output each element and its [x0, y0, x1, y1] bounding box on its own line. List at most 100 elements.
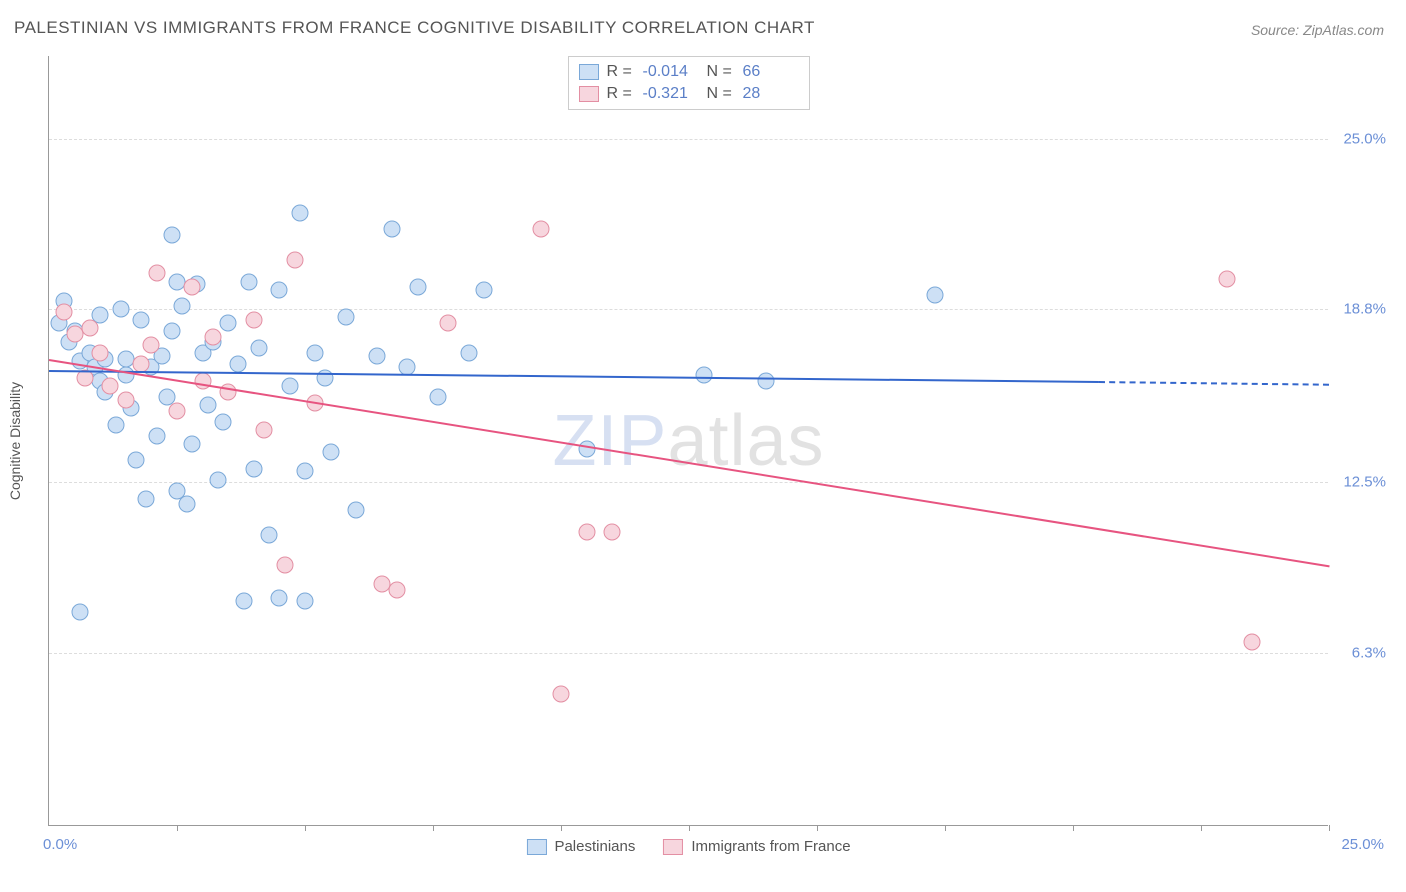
data-point — [81, 320, 98, 337]
watermark: ZIPatlas — [552, 400, 824, 482]
legend-item-2: Immigrants from France — [663, 838, 850, 855]
data-point — [128, 452, 145, 469]
data-point — [174, 298, 191, 315]
legend-n-value-2: 28 — [743, 85, 799, 103]
data-point — [117, 391, 134, 408]
data-point — [276, 556, 293, 573]
data-point — [322, 444, 339, 461]
data-point — [271, 589, 288, 606]
data-point — [138, 490, 155, 507]
legend-n-label: N = — [707, 85, 735, 103]
gridline — [49, 482, 1328, 483]
legend-series: Palestinians Immigrants from France — [526, 838, 850, 855]
x-tick — [689, 825, 690, 831]
data-point — [220, 383, 237, 400]
data-point — [56, 303, 73, 320]
data-point — [184, 279, 201, 296]
chart-container: PALESTINIAN VS IMMIGRANTS FROM FRANCE CO… — [0, 0, 1406, 892]
data-point — [245, 460, 262, 477]
data-point — [604, 523, 621, 540]
data-point — [440, 314, 457, 331]
data-point — [348, 501, 365, 518]
data-point — [163, 323, 180, 340]
data-point — [409, 279, 426, 296]
data-point — [271, 281, 288, 298]
data-point — [384, 221, 401, 238]
legend-r-label: R = — [607, 63, 635, 81]
data-point — [143, 336, 160, 353]
trend-line — [1099, 381, 1329, 386]
legend-r-value-2: -0.321 — [643, 85, 699, 103]
data-point — [297, 463, 314, 480]
gridline — [49, 309, 1328, 310]
data-point — [148, 265, 165, 282]
data-point — [204, 328, 221, 345]
y-tick-label: 6.3% — [1352, 644, 1386, 661]
data-point — [92, 345, 109, 362]
legend-swatch-2 — [579, 86, 599, 102]
data-point — [133, 312, 150, 329]
data-point — [286, 251, 303, 268]
data-point — [553, 686, 570, 703]
data-point — [281, 378, 298, 395]
data-point — [117, 367, 134, 384]
data-point — [389, 581, 406, 598]
x-axis-max-label: 25.0% — [1341, 836, 1384, 853]
x-tick — [1073, 825, 1074, 831]
data-point — [148, 427, 165, 444]
legend-r-value-1: -0.014 — [643, 63, 699, 81]
data-point — [696, 367, 713, 384]
data-point — [184, 435, 201, 452]
trend-line — [49, 359, 1329, 567]
legend-stats-row-2: R = -0.321 N = 28 — [579, 83, 799, 105]
data-point — [256, 422, 273, 439]
data-point — [261, 526, 278, 543]
data-point — [112, 301, 129, 318]
legend-r-label: R = — [607, 85, 635, 103]
data-point — [169, 402, 186, 419]
data-point — [399, 358, 416, 375]
x-tick — [817, 825, 818, 831]
data-point — [245, 312, 262, 329]
data-point — [209, 471, 226, 488]
x-tick — [177, 825, 178, 831]
data-point — [307, 345, 324, 362]
data-point — [102, 378, 119, 395]
data-point — [1218, 270, 1235, 287]
data-point — [476, 281, 493, 298]
data-point — [926, 287, 943, 304]
y-axis-title: Cognitive Disability — [7, 381, 23, 499]
legend-swatch-b1 — [526, 839, 546, 855]
x-tick — [305, 825, 306, 831]
chart-title: PALESTINIAN VS IMMIGRANTS FROM FRANCE CO… — [14, 18, 815, 38]
x-tick — [561, 825, 562, 831]
data-point — [235, 592, 252, 609]
data-point — [240, 273, 257, 290]
x-tick — [945, 825, 946, 831]
y-tick-label: 12.5% — [1343, 474, 1386, 491]
data-point — [578, 523, 595, 540]
legend-label-2: Immigrants from France — [691, 838, 850, 855]
legend-stats: R = -0.014 N = 66 R = -0.321 N = 28 — [568, 56, 810, 110]
data-point — [71, 603, 88, 620]
plot-area: Cognitive Disability ZIPatlas R = -0.014… — [48, 56, 1328, 826]
legend-swatch-1 — [579, 64, 599, 80]
data-point — [297, 592, 314, 609]
source-attribution: Source: ZipAtlas.com — [1251, 22, 1384, 38]
data-point — [368, 347, 385, 364]
y-tick-label: 18.8% — [1343, 301, 1386, 318]
data-point — [337, 309, 354, 326]
watermark-zip: ZIP — [552, 401, 667, 481]
data-point — [230, 356, 247, 373]
legend-n-value-1: 66 — [743, 63, 799, 81]
x-axis-min-label: 0.0% — [43, 836, 77, 853]
data-point — [578, 441, 595, 458]
x-tick — [1201, 825, 1202, 831]
gridline — [49, 139, 1328, 140]
data-point — [1244, 633, 1261, 650]
data-point — [532, 221, 549, 238]
data-point — [199, 397, 216, 414]
legend-n-label: N = — [707, 63, 735, 81]
y-tick-label: 25.0% — [1343, 130, 1386, 147]
legend-stats-row-1: R = -0.014 N = 66 — [579, 61, 799, 83]
